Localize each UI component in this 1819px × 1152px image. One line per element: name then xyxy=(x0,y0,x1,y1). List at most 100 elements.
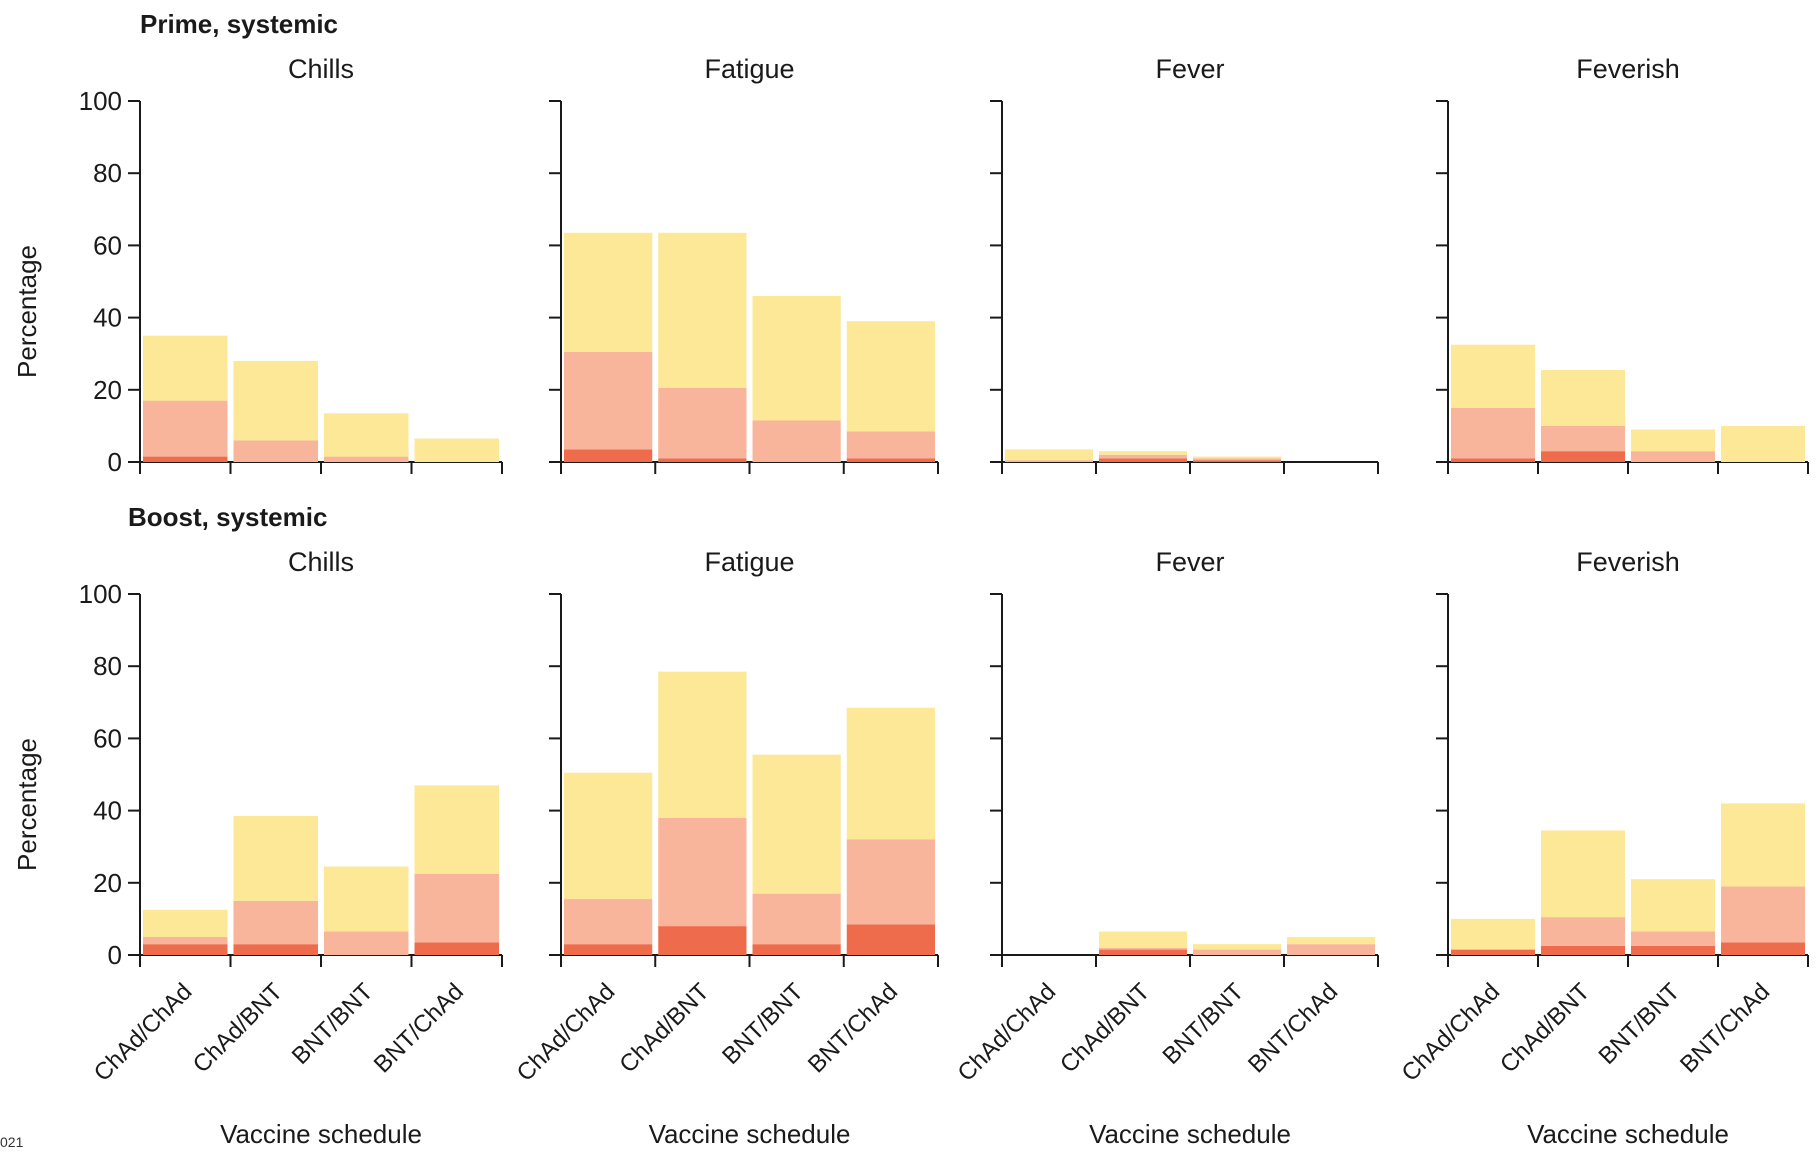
bar-segment-severe-bnt-bnt xyxy=(752,944,841,955)
bar-segment-moderate-bnt-bnt xyxy=(1631,451,1715,462)
bar-segment-mild-chad-chad xyxy=(143,335,228,401)
bar-segment-severe-chad-bnt xyxy=(658,458,747,462)
bar-segment-mild-bnt-bnt xyxy=(1631,429,1715,452)
y-tick-label: 80 xyxy=(93,651,122,681)
panel-boost-feverish: Feverish ChAd/ChAdChAd/BNTBNT/BNTBNT/ChAd… xyxy=(1397,547,1809,1149)
bar-segment-moderate-bnt-chad xyxy=(846,431,935,459)
bar-segment-severe-chad-bnt xyxy=(1541,945,1625,955)
bar-segment-moderate-chad-chad xyxy=(143,400,228,457)
panel-title: Fever xyxy=(1155,54,1224,84)
bar-segment-moderate-chad-chad xyxy=(564,351,653,450)
bar-segment-mild-bnt-bnt xyxy=(1631,879,1715,932)
bar-segment-moderate-chad-bnt xyxy=(1541,425,1625,452)
panel-prime-chills: Prime, systemic Chills 0 20 40 60 80 100 Percent… xyxy=(12,9,503,477)
bar-segment-moderate-bnt-chad xyxy=(846,839,935,925)
bar-segment-moderate-bnt-bnt xyxy=(1193,458,1281,461)
bar-segment-mild-bnt-chad xyxy=(414,785,499,874)
bar-segment-severe-chad-chad xyxy=(143,456,228,462)
x-category-label: BNT/ChAd xyxy=(803,978,903,1078)
bar-segment-mild-chad-bnt xyxy=(233,360,318,441)
bar-segment-mild-chad-bnt xyxy=(1099,931,1187,948)
bar-segment-mild-chad-bnt xyxy=(1099,451,1187,455)
x-axis-title: Vaccine schedule xyxy=(1089,1119,1291,1149)
y-tick-label: 0 xyxy=(108,940,122,970)
bar-segment-moderate-chad-chad xyxy=(143,936,228,945)
y-axis-title: Percentage xyxy=(12,245,42,378)
bar-segment-mild-chad-bnt xyxy=(658,671,747,818)
bar-segment-mild-bnt-bnt xyxy=(324,866,409,932)
panel-title: Fatigue xyxy=(704,547,794,577)
bar-segment-moderate-bnt-bnt xyxy=(324,931,409,955)
bar-segment-mild-chad-chad xyxy=(1451,918,1535,950)
x-category-label: ChAd/ChAd xyxy=(1397,978,1506,1087)
bar-segment-mild-bnt-chad xyxy=(1721,425,1805,462)
bar-segment-moderate-bnt-bnt xyxy=(324,456,409,462)
panel-title: Feverish xyxy=(1576,547,1680,577)
bar-segment-severe-chad-chad xyxy=(564,944,653,955)
panel-boost-chills: Boost, systemic Chills 0 20 40 60 80 100 Percent… xyxy=(12,502,503,1149)
y-tick-label: 40 xyxy=(93,303,122,333)
bar-segment-severe-bnt-chad xyxy=(1721,942,1805,955)
bar-segment-mild-chad-chad xyxy=(564,232,653,352)
bar-segment-mild-bnt-bnt xyxy=(752,295,841,421)
bar-segment-severe-bnt-bnt xyxy=(1631,945,1715,955)
y-tick-label: 20 xyxy=(93,868,122,898)
bar-segment-mild-bnt-chad xyxy=(1287,936,1375,945)
bar-segment-severe-chad-bnt xyxy=(1541,451,1625,462)
x-category-label: ChAd/BNT xyxy=(188,978,288,1078)
bar-segment-mild-bnt-chad xyxy=(1721,803,1805,887)
y-tick-label: 100 xyxy=(79,579,122,609)
bar-segment-moderate-bnt-bnt xyxy=(1193,949,1281,955)
bar-segment-moderate-bnt-chad xyxy=(1287,944,1375,955)
x-category-label: ChAd/ChAd xyxy=(953,978,1062,1087)
bar-segment-mild-chad-bnt xyxy=(1541,830,1625,918)
bar-segment-severe-bnt-chad xyxy=(846,458,935,462)
bar-segment-mild-bnt-chad xyxy=(846,321,935,432)
x-axis-title: Vaccine schedule xyxy=(1527,1119,1729,1149)
bar-segment-severe-bnt-chad xyxy=(846,924,935,955)
x-axis-title: Vaccine schedule xyxy=(220,1119,422,1149)
bar-segment-mild-bnt-bnt xyxy=(1193,456,1281,459)
bar-segment-mild-chad-bnt xyxy=(233,816,318,901)
bar-segment-moderate-chad-bnt xyxy=(658,387,747,459)
bar-segment-mild-chad-chad xyxy=(564,772,653,900)
bar-segment-moderate-chad-bnt xyxy=(1099,947,1187,950)
bar-segment-moderate-chad-bnt xyxy=(1099,454,1187,459)
bar-segment-moderate-chad-bnt xyxy=(233,440,318,462)
bar-segment-moderate-chad-bnt xyxy=(1541,917,1625,946)
bar-segment-moderate-chad-bnt xyxy=(233,900,318,945)
x-category-label: ChAd/BNT xyxy=(614,978,714,1078)
bar-segment-moderate-bnt-chad xyxy=(1721,886,1805,943)
bar-segment-moderate-bnt-bnt xyxy=(1631,931,1715,946)
x-category-label: BNT/ChAd xyxy=(369,978,469,1078)
panel-title: Fatigue xyxy=(704,54,794,84)
bar-segment-mild-bnt-chad xyxy=(414,438,499,462)
bar-segment-moderate-bnt-bnt xyxy=(752,420,841,462)
x-category-label: BNT/BNT xyxy=(1594,978,1686,1070)
bar-segment-mild-chad-bnt xyxy=(1541,369,1625,426)
panel-prime-fatigue: Fatigue xyxy=(549,54,939,474)
bar-segment-mild-bnt-chad xyxy=(846,707,935,840)
panel-title: Chills xyxy=(288,54,354,84)
bar-segment-severe-bnt-bnt xyxy=(1193,460,1281,462)
x-category-label: BNT/ChAd xyxy=(1675,978,1775,1078)
bar-segment-severe-chad-chad xyxy=(1451,458,1535,462)
bar-segment-mild-bnt-bnt xyxy=(324,413,409,457)
bar-segment-severe-chad-bnt xyxy=(1099,458,1187,462)
footer-fragment: 021 xyxy=(0,1134,24,1150)
bar-segment-mild-chad-chad xyxy=(143,909,228,937)
x-category-label: ChAd/BNT xyxy=(1055,978,1155,1078)
bar-segment-moderate-bnt-chad xyxy=(414,873,499,943)
x-category-label: ChAd/ChAd xyxy=(89,978,198,1087)
panel-prime-fever: Fever xyxy=(990,54,1379,474)
bar-segment-severe-chad-chad xyxy=(1451,949,1535,955)
bar-segment-mild-bnt-bnt xyxy=(1193,944,1281,950)
y-tick-label: 100 xyxy=(79,86,122,116)
x-category-label: BNT/BNT xyxy=(1158,978,1250,1070)
bar-segment-moderate-chad-chad xyxy=(1005,460,1093,462)
y-tick-label: 80 xyxy=(93,158,122,188)
bar-segment-moderate-bnt-bnt xyxy=(752,893,841,945)
bar-segment-mild-chad-chad xyxy=(1451,344,1535,408)
